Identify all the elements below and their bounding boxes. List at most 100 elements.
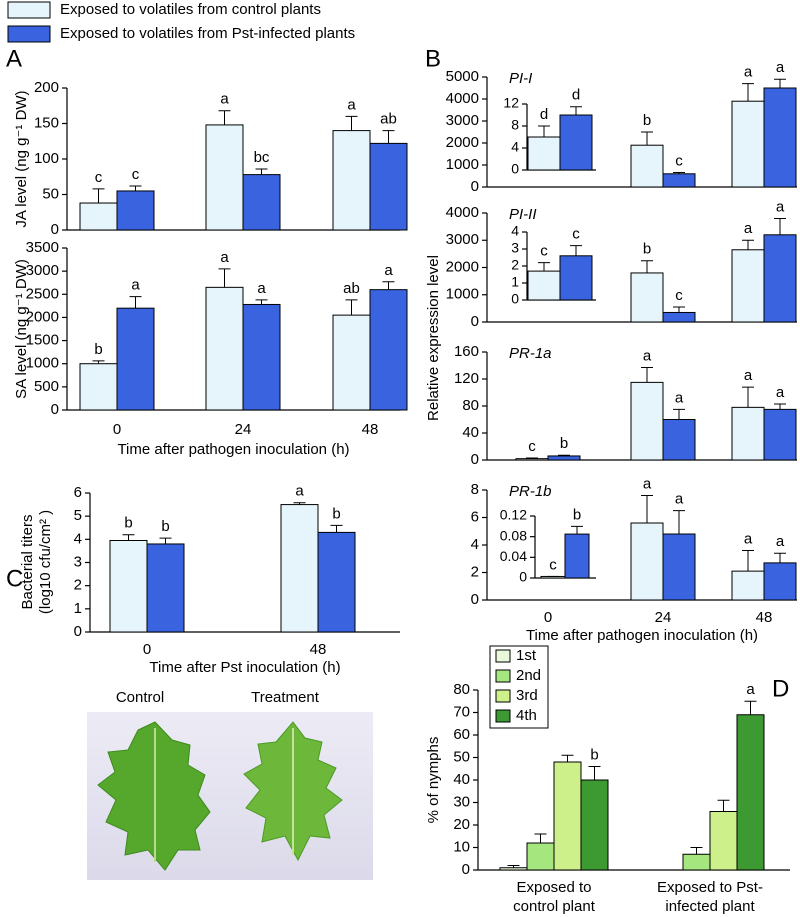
error-bar: [92, 360, 105, 364]
bar: [242, 174, 281, 231]
y-tick-label: 0.04: [500, 548, 527, 564]
error-bar: [558, 454, 570, 456]
legend-swatch: [495, 689, 511, 703]
y-tick-label: 40: [462, 424, 479, 441]
panel-label: C: [6, 565, 23, 592]
bar: [369, 289, 408, 411]
y-tick-label: 0.08: [500, 527, 527, 543]
significance-letter: ab: [380, 111, 397, 128]
legend-swatch: [495, 709, 511, 723]
significance-letter: a: [744, 367, 753, 384]
legend-label: 4th: [516, 707, 537, 724]
x-tick-label: 48: [756, 609, 773, 626]
chart-title: PR-1b: [509, 483, 552, 500]
bar: [662, 173, 696, 188]
panel-label: A: [6, 45, 22, 72]
significance-letter: a: [220, 91, 229, 108]
error-bar: [129, 296, 142, 309]
error-bar: [129, 185, 142, 191]
error-bar: [717, 799, 730, 812]
error-bar: [673, 306, 685, 313]
y-tick-label: 4000: [446, 90, 479, 107]
significance-letter: a: [257, 280, 266, 297]
significance-letter: bc: [254, 149, 270, 166]
photo-label: Treatment: [251, 689, 320, 706]
legend-label: 3rd: [516, 687, 538, 704]
error-bar: [641, 260, 653, 273]
y-tick-label: 3000: [446, 112, 479, 129]
bar: [662, 311, 696, 323]
significance-letter: b: [643, 112, 651, 129]
bar: [527, 270, 561, 301]
y-tick-label: 0: [51, 401, 59, 418]
y-tick-label: 0: [471, 451, 479, 468]
legend-label: Exposed to volatiles from Pst-infected p…: [60, 25, 355, 42]
error-bar: [641, 131, 653, 146]
error-bar: [382, 281, 395, 290]
bar: [116, 190, 155, 231]
bar: [630, 272, 664, 323]
bar: [709, 811, 738, 871]
bar: [763, 234, 797, 323]
chart-title: PR-1a: [509, 345, 552, 362]
error-bar: [641, 367, 653, 383]
legend-swatch: [495, 669, 511, 683]
y-tick-label: 0: [511, 291, 519, 307]
panel-label: B: [425, 45, 441, 72]
x-tick-label: Exposed to: [516, 879, 591, 896]
error-bar: [534, 833, 547, 843]
y-axis-label: Relative expression level: [425, 255, 442, 421]
bar: [662, 419, 696, 461]
error-bar: [218, 110, 231, 125]
significance-letter: d: [540, 106, 548, 123]
y-tick-label: 2500: [26, 285, 59, 302]
y-tick-label: 4: [511, 223, 519, 239]
bar: [731, 570, 765, 601]
y-tick-label: 8: [511, 117, 519, 133]
bar: [630, 522, 664, 601]
bar: [515, 458, 549, 461]
y-tick-label: 0: [51, 221, 59, 238]
error-bar: [742, 550, 754, 572]
y-tick-label: 50: [42, 185, 59, 202]
y-tick-label: 60: [453, 726, 470, 743]
y-tick-label: 100: [34, 150, 59, 167]
y-tick-label: 2: [471, 563, 479, 580]
error-bar: [345, 115, 358, 131]
bar: [736, 714, 765, 871]
y-tick-label: 1: [74, 600, 82, 617]
significance-letter: a: [131, 277, 140, 294]
y-tick-label: 150: [34, 114, 59, 131]
chart-title: PI-II: [509, 206, 537, 223]
significance-letter: d: [572, 87, 580, 104]
error-bar: [255, 168, 268, 175]
y-tick-label: 80: [453, 681, 470, 698]
significance-letter: b: [643, 241, 651, 258]
significance-letter: ab: [343, 280, 360, 297]
bar: [116, 307, 155, 411]
y-tick-label: 2: [74, 577, 82, 594]
error-bar: [526, 457, 538, 459]
bar: [332, 314, 371, 411]
error-bar: [538, 262, 550, 272]
error-bar: [561, 754, 574, 762]
x-axis-label: Time after pathogen inoculation (h): [526, 627, 758, 644]
y-tick-label: 0.12: [500, 507, 527, 523]
error-bar: [774, 217, 786, 235]
y-tick-label: 2000: [446, 134, 479, 151]
x-tick-label: 0: [143, 641, 151, 658]
error-bar: [742, 239, 754, 250]
legend-swatch: [495, 649, 511, 663]
y-tick-label: 40: [453, 771, 470, 788]
error-bar: [690, 847, 703, 855]
y-tick-label: 1000: [26, 355, 59, 372]
significance-letter: a: [776, 384, 785, 401]
significance-letter: c: [675, 287, 683, 304]
y-tick-label: 0: [471, 178, 479, 195]
y-tick-label: 3: [74, 553, 82, 570]
x-tick-label: Exposed to Pst-: [657, 879, 763, 896]
bar: [317, 531, 356, 633]
error-bar: [588, 766, 601, 780]
legend-swatch: [7, 1, 51, 19]
